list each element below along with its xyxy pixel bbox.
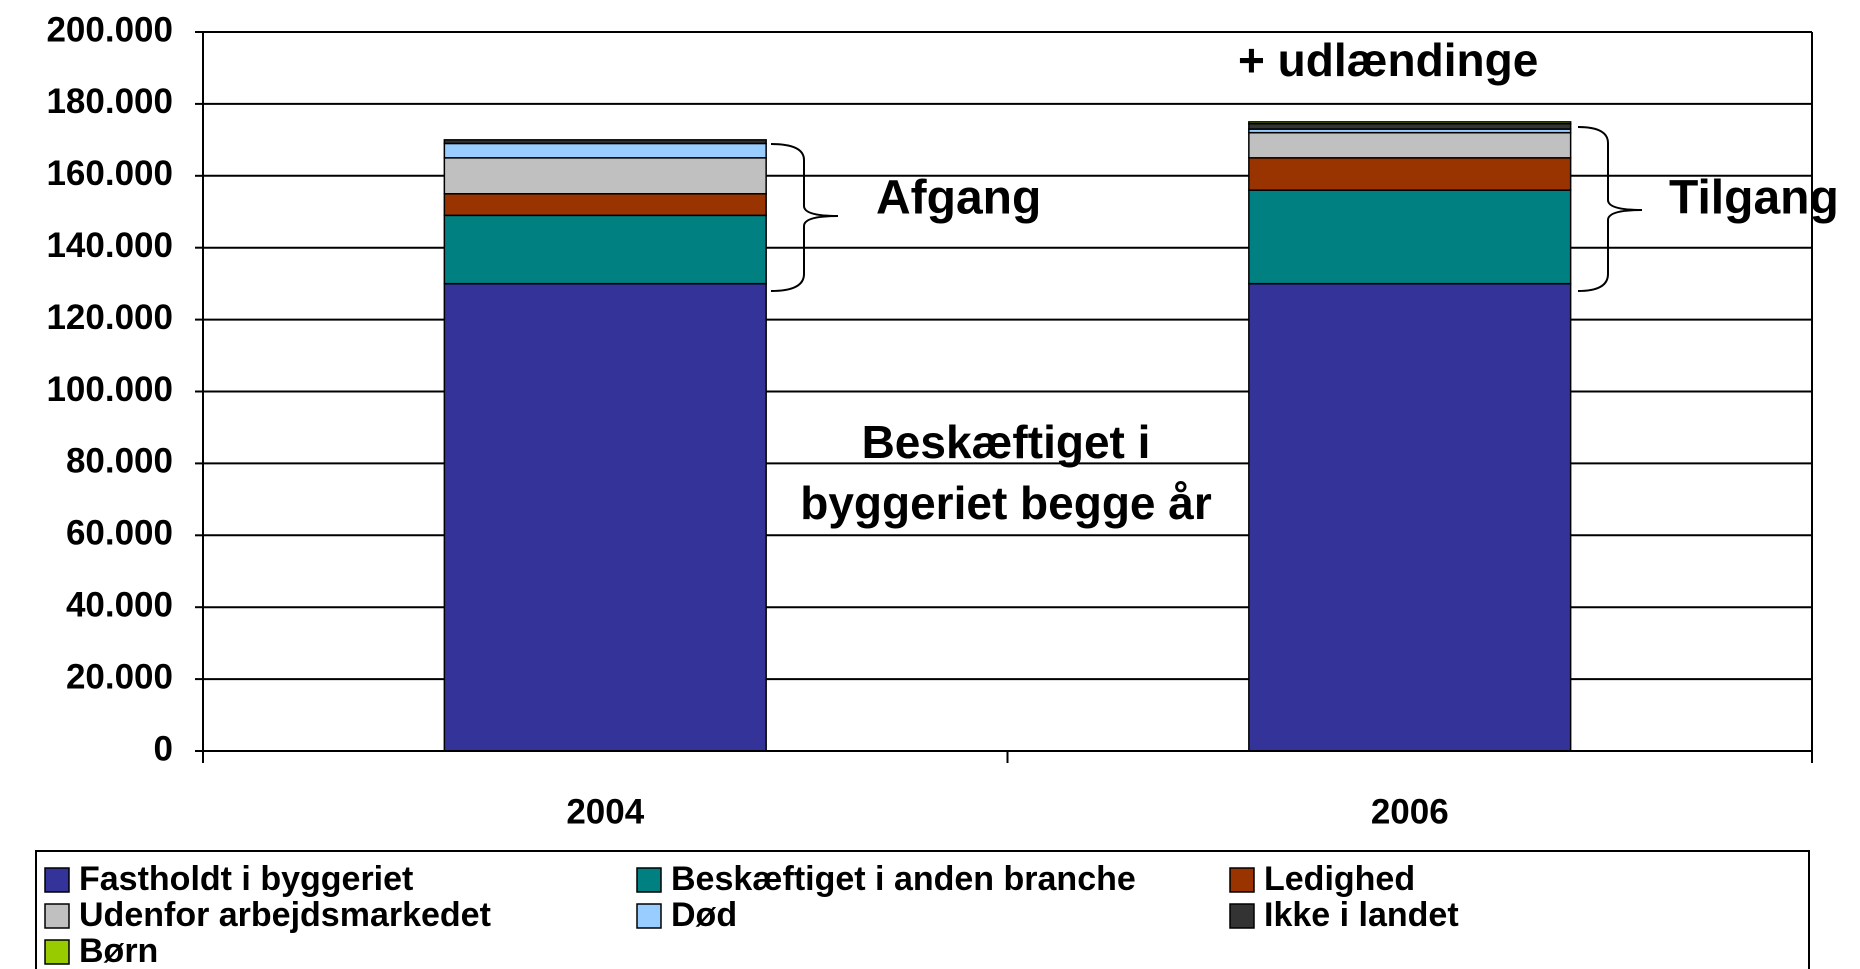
annotation: Afgang [876,172,1041,225]
bar-segment [1248,189,1572,285]
x-tick-label: 2006 [1371,792,1449,831]
y-tick-label: 20.000 [66,657,173,696]
x-tick-label: 2004 [566,792,644,831]
bar-segment [443,214,767,285]
legend-label: Beskæftiget i anden branche [671,860,1136,898]
legend-label: Fastholdt i byggeriet [79,860,413,898]
bar-segment [443,142,767,159]
y-tick-label: 40.000 [66,585,173,624]
legend-box [35,850,1810,969]
y-tick-label: 160.000 [46,154,173,193]
legend-swatch [1229,867,1255,893]
bar-segment [443,282,767,752]
y-tick-label: 60.000 [66,514,173,553]
y-tick-label: 0 [154,729,173,768]
legend-swatch [1229,903,1255,929]
y-tick-label: 120.000 [46,298,173,337]
legend-swatch [44,867,70,893]
legend-label: Ikke i landet [1264,896,1459,934]
y-tick-label: 200.000 [46,10,173,49]
bar-segment [1248,131,1572,159]
bar-segment [1248,122,1572,130]
annotation: Tilgang [1669,172,1839,225]
bar-segment [443,139,767,145]
annotation: + udlændinge [1238,34,1538,86]
annotation: Beskæftiget i [862,416,1151,468]
legend-swatch [636,903,662,929]
legend-label: Død [671,896,737,934]
brace [1577,126,1643,292]
y-tick-label: 140.000 [46,226,173,265]
bar-segment [1248,282,1572,752]
legend-swatch [636,867,662,893]
y-tick-label: 80.000 [66,442,173,481]
y-tick-label: 100.000 [46,370,173,409]
annotation: byggeriet begge år [800,477,1212,529]
legend-label: Børn [79,932,158,969]
legend-swatch [44,939,70,965]
bar-segment [443,157,767,195]
legend-label: Udenfor arbejdsmarkedet [79,896,491,934]
bar-segment [443,193,767,217]
brace [770,143,839,292]
y-tick-label: 180.000 [46,82,173,121]
bar-segment [1248,157,1572,191]
bar-segment [1248,121,1572,125]
legend-swatch [44,903,70,929]
legend-label: Ledighed [1264,860,1415,898]
